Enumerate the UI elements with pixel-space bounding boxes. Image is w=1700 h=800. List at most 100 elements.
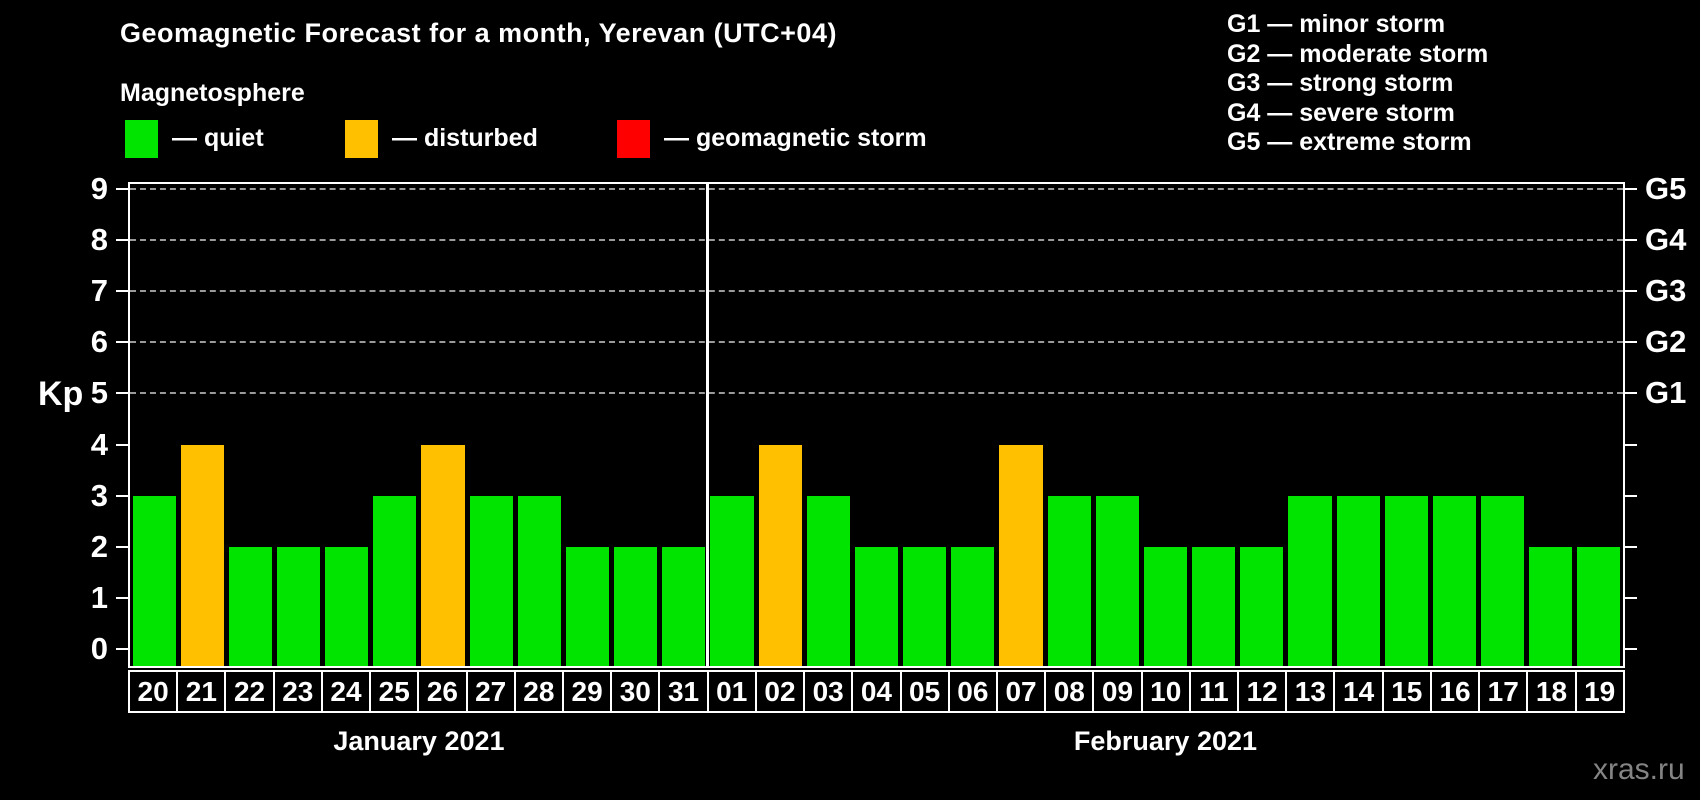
kp-bar-day-17 [1481,495,1525,666]
date-cell-02: 02 [754,670,806,713]
g4-legend-line: G4 — severe storm [1227,98,1455,127]
kp-bar-day-07 [999,444,1043,666]
left-tick-kp-4 [116,443,128,446]
date-cell-16: 16 [1429,670,1481,713]
kp-bar-day-18 [1529,546,1573,666]
left-tick-kp-5 [116,392,128,395]
kp-bar-day-05 [903,546,947,666]
g3-legend-line: G3 — strong storm [1227,69,1454,97]
date-axis: 20 21 22 23 24 25 26 27 28 29 30 31 01 02 03 04 05 06 07 08… [128,670,1625,713]
y-axis-title: Kp [38,375,84,413]
left-tick-kp-8 [116,239,128,242]
g5-legend-line: G5 — extreme storm [1227,128,1472,156]
y-axis-tick-label-4: 4 [90,426,108,462]
kp-bar-day-01 [710,495,754,666]
g-scale-label-g3: G3 [1645,273,1687,309]
date-cell-14: 14 [1333,670,1384,713]
storm-swatch-icon [617,119,650,158]
y-axis-tick-label-2: 2 [90,528,108,564]
legend-item-quiet: — quiet [125,119,264,158]
right-tick-kp-8 [1625,239,1637,242]
magnetosphere-label: Magnetosphere [120,79,305,107]
kp-bar-day-31 [662,546,706,666]
date-cell-12: 12 [1237,670,1288,713]
kp-bar-day-02 [758,444,802,666]
y-axis-tick-label-7: 7 [90,273,108,309]
kp-bar-day-20 [132,495,176,666]
left-tick-kp-2 [116,545,128,548]
date-cell-11: 11 [1188,670,1240,713]
kp-bar-day-09 [1095,495,1139,666]
date-cell-18: 18 [1526,670,1577,713]
kp-bar-day-26 [421,444,465,666]
y-axis-tick-label-0: 0 [90,631,108,666]
g-scale-label-g2: G2 [1645,324,1687,360]
date-cell-20: 20 [128,670,179,713]
kp-bar-day-12 [1240,546,1284,666]
date-cell-24: 24 [320,670,372,713]
kp-bar-day-14 [1336,495,1380,666]
date-cell-19: 19 [1574,670,1625,713]
quiet-swatch-icon [125,119,158,158]
kp-bar-day-10 [1143,546,1188,666]
date-cell-26: 26 [417,670,468,713]
page-title: Geomagnetic Forecast for a month, Yereva… [120,18,837,48]
kp-bar-day-25 [373,495,417,666]
date-cell-29: 29 [561,670,613,713]
left-tick-kp-9 [116,188,128,190]
date-cell-13: 13 [1285,670,1336,713]
kp-bar-day-21 [180,444,224,666]
kp-bar-day-19 [1577,546,1621,666]
date-cell-08: 08 [1044,670,1095,713]
kp-bar-day-06 [951,546,995,666]
kp-bar-day-08 [1047,495,1091,666]
left-tick-kp-1 [116,596,128,599]
kp-bar-day-28 [517,495,561,666]
kp-bar-day-23 [276,546,321,666]
g-scale-label-g5: G5 [1645,171,1687,206]
date-cell-07: 07 [995,670,1047,713]
kp-bar-day-30 [614,546,658,666]
date-cell-09: 09 [1092,670,1143,713]
kp-bar-day-29 [565,546,610,666]
right-tick-kp-9 [1625,188,1637,190]
kp-bar-day-04 [854,546,899,666]
date-cell-28: 28 [513,670,564,713]
g1-legend-line: G1 — minor storm [1227,10,1446,38]
y-axis-tick-label-8: 8 [90,222,108,258]
legend-storm-label: — geomagnetic storm [664,124,927,152]
date-cell-15: 15 [1381,670,1432,713]
kp-bar-day-24 [325,546,369,666]
g2-legend-line: G2 — moderate storm [1227,39,1489,68]
kp-bar-day-03 [806,495,850,666]
gridline-kp-5 [130,392,1623,395]
date-cell-17: 17 [1478,670,1529,713]
g-scale-label-g1: G1 [1645,375,1687,411]
y-axis-tick-label-3: 3 [90,477,108,513]
right-tick-kp-4 [1625,443,1637,446]
y-axis-tick-label-5: 5 [90,375,108,411]
left-tick-kp-3 [116,494,128,497]
right-tick-kp-2 [1625,545,1637,548]
g-scale-label-g4: G4 [1645,222,1687,258]
kp-bar-day-15 [1384,495,1428,666]
right-tick-kp-7 [1625,290,1637,293]
kp-bar-day-16 [1432,495,1476,666]
legend-item-storm: — geomagnetic storm [617,119,927,158]
right-tick-kp-5 [1625,392,1637,395]
date-cell-10: 10 [1140,670,1191,713]
right-tick-kp-0 [1625,648,1637,650]
month-label-1: February 2021 [1073,726,1258,756]
left-tick-kp-0 [116,648,128,650]
kp-bar-day-13 [1288,495,1332,666]
date-cell-21: 21 [176,670,227,713]
left-tick-kp-6 [116,341,128,344]
legend-item-disturbed: — disturbed [345,119,538,158]
date-cell-04: 04 [851,670,902,713]
month-separator-line [706,184,710,666]
month-label-0: January 2021 [333,726,505,756]
kp-bar-day-22 [228,546,272,666]
date-cell-01: 01 [706,670,757,713]
date-cell-22: 22 [224,670,275,713]
